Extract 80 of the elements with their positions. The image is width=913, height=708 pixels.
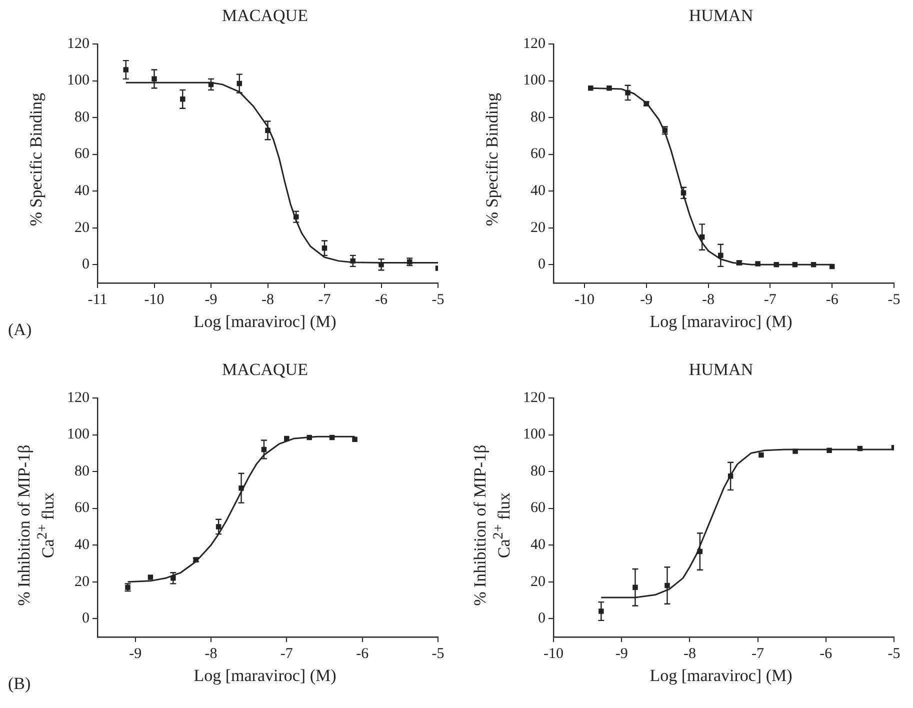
y-tick-label: 80 [74,109,90,126]
y-tick-label: 20 [530,574,546,590]
y-tick-label: 120 [523,390,546,406]
y-tick-label: 0 [82,256,90,273]
x-tick-label: -6 [356,646,370,662]
x-tick-label: -8 [204,646,218,662]
chart-title: MACAQUE [221,360,309,380]
y-tick-label: 60 [74,500,90,516]
y-tick-label: 120 [523,36,546,52]
x-tick-label: -5 [888,292,900,308]
y-tick-label: 60 [74,146,90,162]
y-tick-label: 40 [530,183,546,200]
y-tick-label: 60 [530,500,546,516]
x-axis-title: Log [maraviroc] (M) [192,666,338,686]
x-tick-label: -9 [204,292,218,308]
point [857,446,863,452]
x-tick-label: -9 [640,292,653,308]
x-tick-label: -10 [574,292,594,308]
y-tick-label: 120 [67,36,90,52]
x-axis-title: Log [maraviroc] (M) [648,312,794,332]
y-tick-label: 80 [74,463,90,480]
x-tick-label: -5 [888,646,900,662]
x-tick-label: -8 [262,292,274,308]
x-tick-label: -7 [752,646,765,662]
y-tick-label: 0 [82,610,90,627]
x-tick-label: -5 [432,646,444,662]
point [329,434,335,440]
x-tick-label: -6 [375,292,388,308]
point [755,261,760,266]
chart-title: HUMAN [688,360,754,380]
x-tick-label: -7 [318,292,332,308]
point [588,86,594,91]
point [758,452,764,458]
x-tick-label: -9 [615,646,628,662]
y-tick-label: 40 [74,537,90,554]
y-tick-label: 100 [67,426,90,443]
point [284,436,290,442]
point [306,434,312,440]
point [148,574,154,580]
y-tick-label: 40 [530,537,546,554]
point [810,262,816,268]
x-tick-label: -8 [683,646,696,662]
point [352,436,358,442]
y-tick-label: 0 [538,610,546,627]
text: (A) [8,320,32,340]
x-tick-label: -5 [432,292,444,308]
chart-title: MACAQUE [221,6,309,26]
y-tick-label: 60 [530,146,546,162]
x-tick-label: -8 [702,292,715,308]
chart-title: HUMAN [688,6,754,26]
y-axis-title: % Specific Binding [482,92,502,228]
x-tick-label: -6 [826,292,839,308]
text: (B) [8,674,31,694]
point [826,448,832,454]
y-tick-label: 120 [67,390,90,406]
y-axis-title: % Specific Binding [26,92,46,228]
point [606,86,612,91]
y-tick-label: 100 [523,72,546,89]
y-tick-label: 20 [74,220,90,236]
y-tick-label: 80 [530,463,546,480]
x-tick-label: -6 [820,646,833,662]
x-tick-label: -10 [144,292,164,308]
point [829,264,835,270]
y-tick-label: 100 [67,72,90,89]
y-tick-label: 20 [530,220,546,236]
point [774,262,779,268]
y-tick-label: 20 [74,574,90,590]
y-tick-label: 100 [523,426,546,443]
x-axis-title: Log [maraviroc] (M) [192,312,338,332]
x-tick-label: -9 [129,646,142,662]
y-tick-label: 40 [74,183,90,200]
x-tick-label: -7 [280,646,294,662]
point [792,262,798,268]
x-axis-title: Log [maraviroc] (M) [648,666,794,686]
x-tick-label: -7 [764,292,777,308]
point [792,448,798,454]
y-tick-label: 0 [538,256,546,273]
x-tick-label: -10 [544,646,564,662]
x-tick-label: -11 [88,292,108,308]
y-tick-label: 80 [530,109,546,126]
